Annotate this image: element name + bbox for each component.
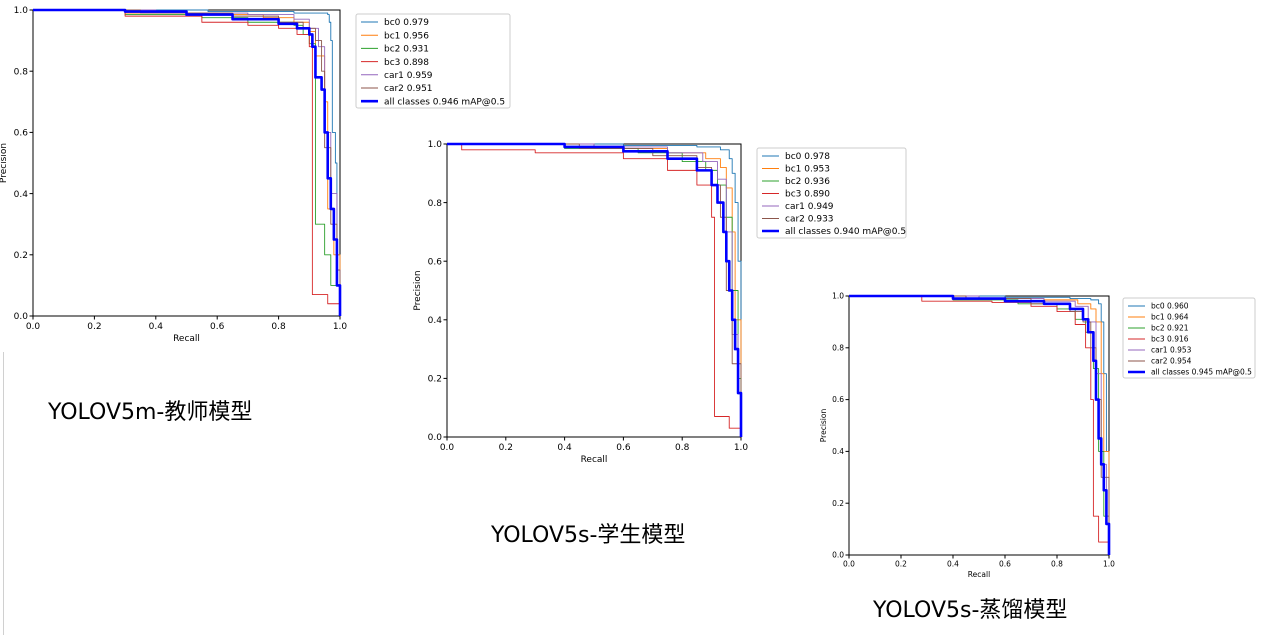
divider-line <box>3 352 4 635</box>
x-tick-label: 0.2 <box>87 322 101 332</box>
pr-curve-bc0 <box>849 295 1110 555</box>
y-tick-label: 0.0 <box>14 312 29 322</box>
x-tick-label: 0.6 <box>999 560 1011 569</box>
pr-curve-car1 <box>33 9 341 316</box>
pr-chart-distill: 0.0 0.2 0.4 0.6 0.8 1.0 0.0 0.2 0.4 0.6 0.8 1.0 Reca… <box>819 292 1256 579</box>
y-axis-label: Precision <box>819 409 828 443</box>
x-tick-label: 0.8 <box>1051 560 1063 569</box>
pr-curve-bc3 <box>849 295 1110 555</box>
y-tick-label: 0.6 <box>428 257 443 267</box>
pr-curve-bc0 <box>447 143 742 437</box>
y-tick-label: 0.4 <box>832 447 844 456</box>
x-tick-label: 1.0 <box>333 322 348 332</box>
legend-label-car1: car1 0.953 <box>1151 346 1192 355</box>
x-tick-label: 1.0 <box>734 443 749 453</box>
legend-label-bc0: bc0 0.979 <box>384 18 429 28</box>
legend-label-car1: car1 0.949 <box>785 202 834 212</box>
legend-label-car1: car1 0.959 <box>384 71 433 81</box>
legend-label-car2: car2 0.951 <box>384 84 433 94</box>
y-axis-label: Precision <box>413 270 423 310</box>
plot-frame <box>446 143 742 438</box>
y-tick-label: 1.0 <box>14 6 29 16</box>
legend-label-bc3: bc3 0.898 <box>384 58 429 68</box>
y-tick-label: 0.2 <box>14 251 28 261</box>
y-tick-label: 0.4 <box>14 190 29 200</box>
x-tick-label: 0.6 <box>210 322 225 332</box>
legend-label-bc2: bc2 0.921 <box>1151 324 1189 333</box>
pr-curve-all <box>447 142 743 437</box>
x-tick-label: 0.0 <box>440 443 455 453</box>
plot-frame <box>32 9 341 317</box>
legend-box <box>756 147 907 239</box>
legend-label-bc1: bc1 0.964 <box>1151 313 1189 322</box>
pr-chart-teacher: 0.0 0.2 0.4 0.6 0.8 1.0 0.0 0.2 0.4 0.6 0.8 1.0 Reca… <box>0 6 511 344</box>
y-tick-label: 0.2 <box>428 375 442 385</box>
legend-label-bc0: bc0 0.978 <box>785 152 830 162</box>
x-tick-label: 0.0 <box>843 560 855 569</box>
pr-curve-car2 <box>849 295 1110 555</box>
pr-curve-all <box>849 294 1111 555</box>
legend-label-all: all classes 0.945 mAP@0.5 <box>1151 368 1252 377</box>
legend-label-car2: car2 0.954 <box>1151 357 1192 366</box>
y-tick-label: 0.0 <box>832 551 844 560</box>
x-axis-label: Recall <box>173 334 200 344</box>
x-tick-label: 0.0 <box>26 322 41 332</box>
x-axis-label: Recall <box>581 455 608 465</box>
caption-student: YOLOV5s-学生模型 <box>491 523 686 548</box>
y-tick-label: 0.8 <box>832 343 844 352</box>
y-tick-label: 0.8 <box>14 67 29 77</box>
x-axis-label: Recall <box>968 570 990 579</box>
y-tick-label: 0.6 <box>832 395 844 404</box>
x-tick-label: 0.8 <box>271 322 286 332</box>
pr-curve-bc0 <box>33 9 341 316</box>
legend-label-bc1: bc1 0.956 <box>384 31 429 41</box>
x-tick-label: 0.4 <box>149 322 164 332</box>
x-tick-label: 0.8 <box>675 443 690 453</box>
x-tick-label: 0.2 <box>499 443 513 453</box>
x-tick-label: 0.6 <box>616 443 631 453</box>
pr-chart-student: 0.0 0.2 0.4 0.6 0.8 1.0 0.0 0.2 0.4 0.6 0.8 1.0 Reca… <box>413 140 907 465</box>
legend-label-bc2: bc2 0.931 <box>384 45 429 55</box>
x-tick-label: 0.4 <box>557 443 572 453</box>
caption-teacher: YOLOV5m-教师模型 <box>48 400 253 425</box>
x-tick-label: 1.0 <box>1103 560 1115 569</box>
legend-box <box>1122 297 1256 379</box>
legend-box <box>355 13 511 109</box>
caption-distill: YOLOV5s-蒸馏模型 <box>873 598 1068 623</box>
y-tick-label: 0.6 <box>14 129 29 139</box>
x-tick-label: 0.2 <box>895 560 907 569</box>
y-tick-label: 0.4 <box>428 316 443 326</box>
legend-label-bc1: bc1 0.953 <box>785 165 830 175</box>
y-tick-label: 1.0 <box>832 292 844 301</box>
y-tick-label: 1.0 <box>428 140 443 150</box>
legend-label-bc2: bc2 0.936 <box>785 177 830 187</box>
plot-frame <box>848 295 1110 556</box>
legend-label-bc3: bc3 0.916 <box>1151 335 1189 344</box>
legend-label-all: all classes 0.940 mAP@0.5 <box>785 227 906 237</box>
y-axis-label: Precision <box>0 143 9 183</box>
legend-label-bc3: bc3 0.890 <box>785 190 830 200</box>
legend-label-bc0: bc0 0.960 <box>1151 302 1189 311</box>
y-tick-label: 0.8 <box>428 199 443 209</box>
pr-curve-all <box>33 8 342 316</box>
y-tick-label: 0.2 <box>832 499 844 508</box>
legend-label-car2: car2 0.933 <box>785 215 834 225</box>
x-tick-label: 0.4 <box>947 560 959 569</box>
y-tick-label: 0.0 <box>428 433 443 443</box>
legend-label-all: all classes 0.946 mAP@0.5 <box>384 97 505 107</box>
